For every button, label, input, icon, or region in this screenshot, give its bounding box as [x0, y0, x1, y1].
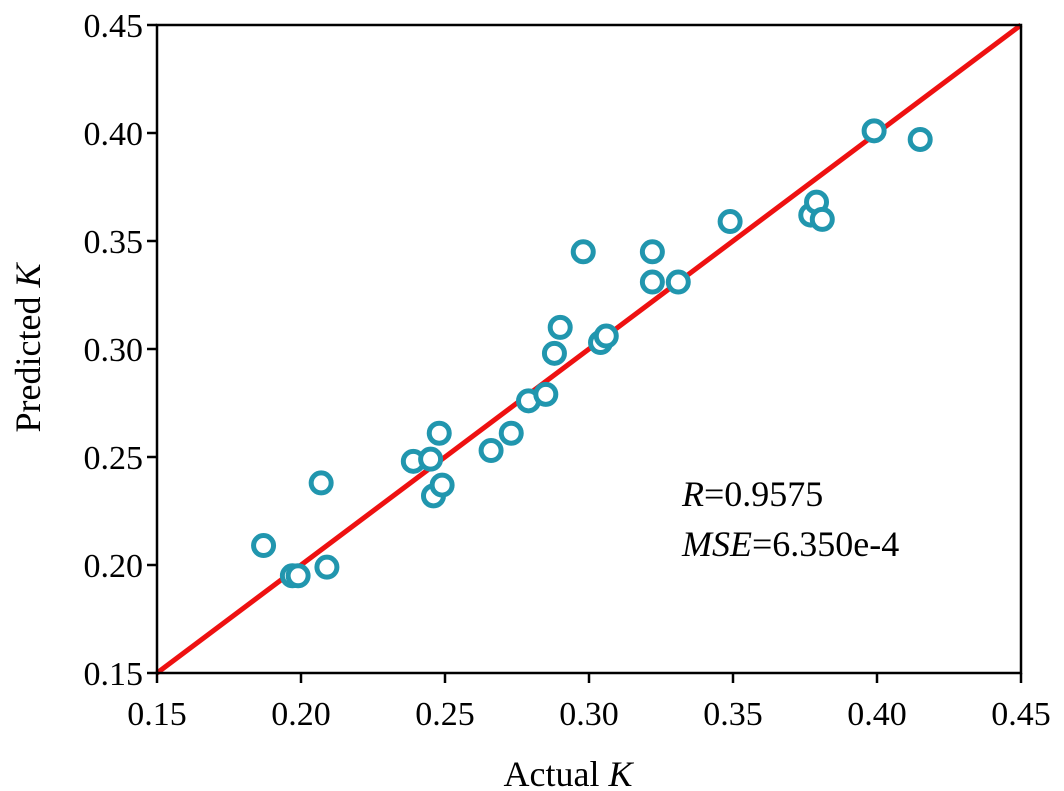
data-point — [533, 381, 559, 407]
y-tick-label: 0.25 — [84, 440, 144, 477]
y-tick-label: 0.30 — [84, 332, 144, 369]
data-point — [308, 470, 334, 496]
data-point — [426, 420, 452, 446]
data-point — [639, 269, 665, 295]
data-point — [478, 438, 504, 464]
y-tick-label: 0.45 — [84, 8, 144, 45]
x-tick-label: 0.45 — [991, 696, 1051, 733]
data-point — [547, 314, 573, 340]
mse-annotation: MSE=6.350e-4 — [681, 524, 899, 564]
x-tick-label: 0.25 — [415, 696, 475, 733]
r-annotation: R=0.9575 — [681, 474, 823, 514]
data-point — [498, 420, 524, 446]
y-tick-label: 0.20 — [84, 548, 144, 585]
data-point — [314, 554, 340, 580]
data-point — [665, 269, 691, 295]
y-tick-label: 0.40 — [84, 116, 144, 153]
x-tick-label: 0.20 — [271, 696, 331, 733]
x-tick-label: 0.40 — [847, 696, 907, 733]
y-tick-label: 0.15 — [84, 656, 144, 693]
data-point — [907, 126, 933, 152]
data-points-layer — [251, 118, 933, 589]
x-axis-ticks: 0.15 0.20 0.25 0.30 0.35 0.40 0.45 — [127, 673, 1051, 733]
data-point — [717, 209, 743, 235]
x-tick-label: 0.15 — [127, 696, 187, 733]
y-axis-label: Predicted K — [8, 262, 48, 433]
data-point — [809, 206, 835, 232]
x-tick-label: 0.30 — [559, 696, 619, 733]
x-tick-label: 0.35 — [703, 696, 763, 733]
data-point — [593, 323, 619, 349]
data-point — [418, 446, 444, 472]
x-axis-label: Actual K — [504, 754, 635, 791]
data-point — [541, 340, 567, 366]
data-point — [570, 239, 596, 265]
data-point — [639, 239, 665, 265]
data-point — [285, 563, 311, 589]
data-point — [861, 118, 887, 144]
y-tick-label: 0.35 — [84, 224, 144, 261]
data-point — [251, 533, 277, 559]
data-point — [429, 472, 455, 498]
y-axis-ticks: 0.15 0.20 0.25 0.30 0.35 0.40 0.45 — [84, 8, 157, 693]
